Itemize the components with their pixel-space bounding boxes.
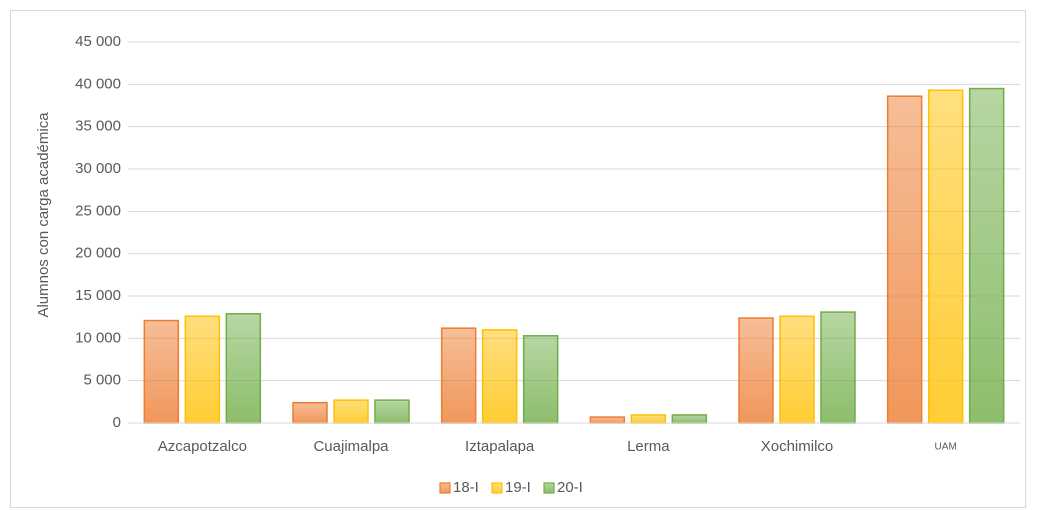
bar [225, 313, 262, 424]
y-tick-label: 10 000 [75, 329, 121, 346]
bar [968, 87, 1005, 424]
legend-label: 20-I [557, 479, 583, 496]
bar [738, 317, 774, 424]
bar [820, 311, 856, 424]
x-tick-label: Azcapotzalco [158, 438, 247, 455]
bar [630, 414, 667, 424]
legend-swatch [439, 482, 451, 494]
y-tick-label: 30 000 [75, 160, 121, 177]
legend-swatch [491, 482, 503, 494]
y-tick-label: 0 [113, 414, 121, 431]
bar [589, 416, 626, 424]
y-tick-label: 25 000 [75, 202, 121, 219]
x-tick-label: Iztapalapa [465, 438, 535, 455]
bar [143, 319, 180, 424]
x-tick-label: Cuajimalpa [313, 438, 389, 455]
y-tick-label: 5 000 [83, 372, 121, 389]
y-tick-label: 35 000 [75, 118, 121, 135]
bar [779, 315, 815, 424]
x-tick-label: UAM [935, 442, 957, 453]
bar [927, 89, 964, 424]
legend-label: 18-I [453, 479, 479, 496]
y-tick-label: 15 000 [75, 287, 121, 304]
bar [292, 401, 328, 424]
bar [886, 95, 923, 424]
x-tick-label: Lerma [627, 438, 670, 455]
legend-swatch [543, 482, 555, 494]
bar [333, 399, 369, 424]
bar [440, 327, 477, 424]
legend-label: 19-I [505, 479, 531, 496]
bar [184, 315, 221, 424]
y-axis-label: Alumnos con carga académica [35, 112, 52, 318]
chart-frame [10, 10, 1026, 508]
bar [522, 335, 559, 424]
bar [374, 399, 410, 424]
bar [671, 414, 708, 424]
y-tick-label: 20 000 [75, 245, 121, 262]
x-tick-label: Xochimilco [761, 438, 834, 455]
y-tick-label: 45 000 [75, 33, 121, 50]
bar [481, 329, 518, 424]
y-tick-label: 40 000 [75, 75, 121, 92]
